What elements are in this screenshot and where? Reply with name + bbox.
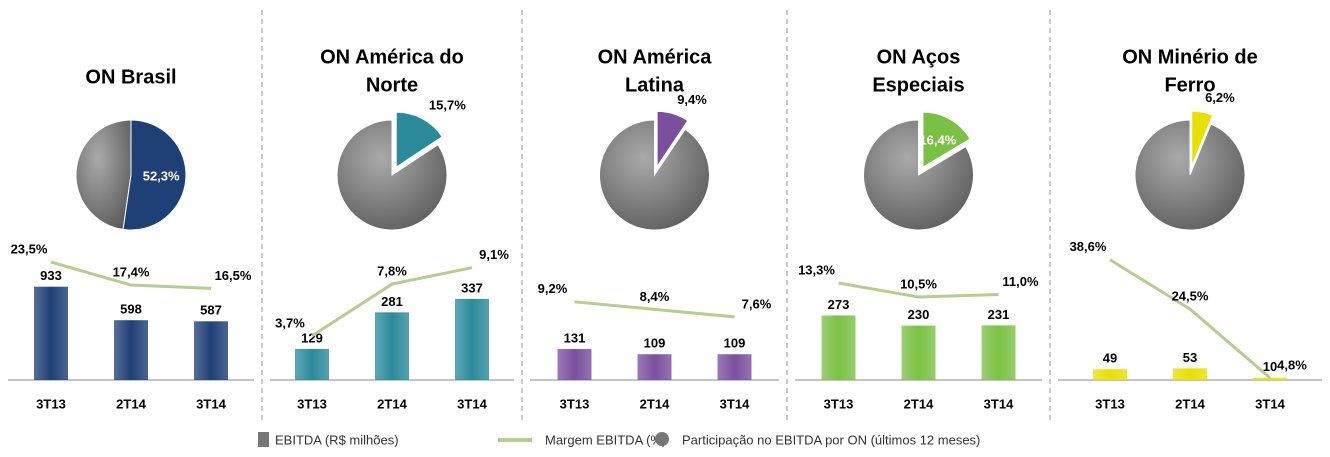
legend-swatch-pie — [655, 432, 669, 446]
margin-line — [838, 281, 999, 299]
margin-label: 8,4% — [640, 289, 670, 304]
margin-label: 11,0% — [1002, 274, 1039, 289]
pie-rest — [1134, 119, 1246, 231]
bar — [821, 315, 856, 380]
margin-label: 24,5% — [1172, 288, 1209, 303]
margin-label: 4,8% — [1277, 357, 1307, 372]
pie-rest — [336, 119, 448, 231]
bar — [114, 320, 148, 380]
bar-label: 933 — [40, 268, 62, 283]
bar-label: 587 — [200, 303, 222, 318]
panel-title: Latina — [625, 74, 685, 96]
panel-title: ON Aços — [877, 46, 961, 68]
bar-label: 230 — [908, 307, 930, 322]
pie-slice — [122, 119, 187, 231]
x-tick-label: 3T14 — [1255, 396, 1285, 411]
margin-label: 9,1% — [479, 247, 509, 262]
bar — [34, 286, 68, 380]
legend-label: Margem EBITDA (%) — [545, 432, 666, 447]
margin-label: 7,8% — [377, 264, 407, 279]
panel-title: ON Brasil — [85, 66, 176, 88]
legend-label: EBITDA (R$ milhões) — [275, 432, 399, 447]
margin-line — [1109, 258, 1271, 380]
bar — [194, 321, 228, 380]
bar — [901, 325, 936, 380]
panel-title: Norte — [366, 74, 418, 96]
bar — [1173, 368, 1207, 380]
x-tick-label: 3T13 — [297, 396, 327, 411]
bar-label: 109 — [644, 336, 666, 351]
margin-label: 7,6% — [742, 296, 772, 311]
x-tick-label: 2T14 — [640, 396, 670, 411]
bar — [295, 348, 329, 380]
bar-label: 49 — [1103, 351, 1117, 366]
pie-label: 16,4% — [919, 132, 956, 147]
margin-label: 9,2% — [538, 281, 568, 296]
bar — [557, 349, 592, 380]
bar — [1253, 377, 1287, 380]
pie-label: 15,7% — [429, 98, 466, 113]
bar-label: 129 — [301, 330, 323, 345]
margin-line — [50, 260, 212, 290]
bar-label: 337 — [461, 280, 483, 295]
pie-slice — [395, 111, 443, 169]
bar-label: 10 — [1263, 359, 1277, 374]
panel-title: Ferro — [1164, 74, 1215, 96]
x-tick-label: 3T13 — [36, 396, 66, 411]
pie-slice — [656, 110, 689, 169]
margin-label: 23,5% — [11, 241, 48, 256]
bar — [375, 312, 409, 380]
bar — [717, 354, 752, 380]
margin-label: 38,6% — [1070, 239, 1107, 254]
margin-label: 16,5% — [215, 268, 252, 283]
x-tick-label: 3T13 — [560, 396, 590, 411]
bar-label: 53 — [1183, 350, 1197, 365]
bar — [637, 354, 672, 380]
panel-title: ON América — [598, 46, 713, 68]
margin-label: 10,5% — [900, 276, 937, 291]
bar-label: 231 — [988, 307, 1010, 322]
x-tick-label: 3T14 — [984, 396, 1014, 411]
margin-label: 3,7% — [275, 315, 305, 330]
panel-title: ON América do — [320, 46, 464, 68]
panel-title: ON Minério de — [1122, 46, 1258, 68]
bar-label: 109 — [724, 336, 746, 351]
pie-slice — [922, 111, 971, 169]
x-tick-label: 2T14 — [904, 396, 934, 411]
panel-title: Especiais — [872, 74, 964, 96]
x-tick-label: 3T13 — [1095, 396, 1125, 411]
x-tick-label: 2T14 — [1175, 396, 1205, 411]
bar-label: 281 — [381, 294, 403, 309]
x-tick-label: 3T14 — [720, 396, 750, 411]
legend-swatch-bar — [258, 432, 269, 447]
bar — [981, 325, 1016, 380]
margin-label: 13,3% — [798, 262, 835, 277]
margin-line — [574, 300, 735, 319]
bar — [1093, 369, 1127, 380]
pie-slice — [1191, 110, 1214, 167]
pie-rest — [75, 119, 132, 230]
margin-line — [311, 266, 473, 338]
x-tick-label: 3T13 — [824, 396, 854, 411]
pie-rest — [862, 119, 974, 231]
x-tick-label: 2T14 — [377, 396, 407, 411]
bar-label: 273 — [828, 297, 850, 312]
x-tick-label: 3T14 — [196, 396, 226, 411]
bar — [455, 298, 489, 380]
pie-label: 52,3% — [143, 169, 180, 184]
x-tick-label: 2T14 — [116, 396, 146, 411]
x-tick-label: 3T14 — [457, 396, 487, 411]
margin-label: 17,4% — [113, 264, 150, 279]
pie-label: 9,4% — [677, 92, 707, 107]
legend-label: Participação no EBITDA por ON (últimos 1… — [682, 432, 980, 447]
pie-label: 6,2% — [1205, 90, 1235, 105]
bar-label: 131 — [564, 330, 586, 345]
bar-label: 598 — [120, 302, 142, 317]
pie-rest — [599, 119, 710, 231]
